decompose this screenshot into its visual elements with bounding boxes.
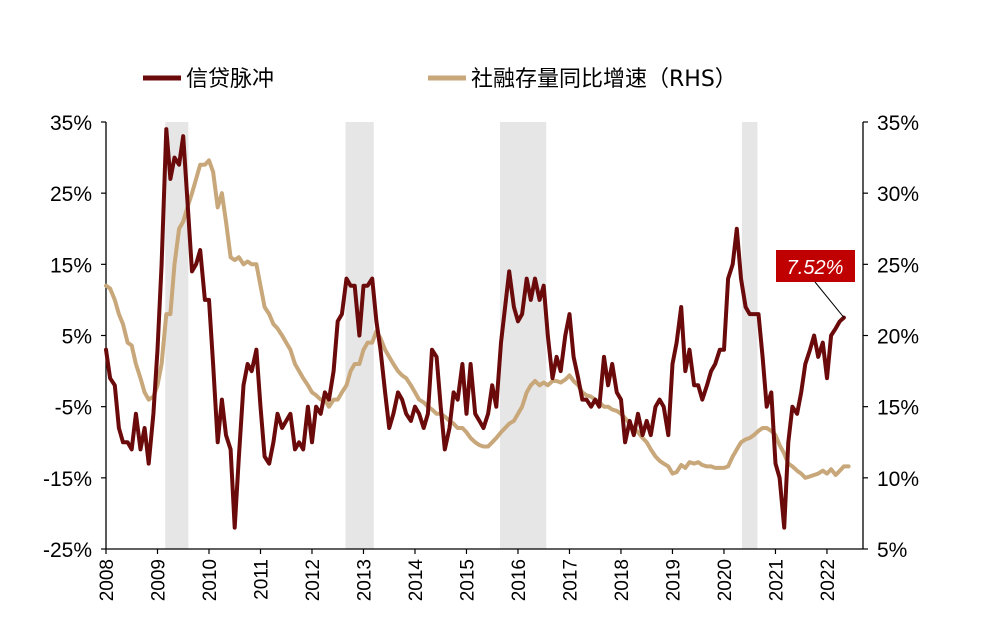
callout-leader-line xyxy=(814,281,845,318)
x-tick-label: 2019 xyxy=(663,559,684,601)
series-line-tsf-growth xyxy=(104,158,851,480)
shaded-period-4 xyxy=(741,122,758,549)
left-tick-label: 15% xyxy=(50,254,92,277)
x-tick-label: 2012 xyxy=(303,559,324,601)
series-lines xyxy=(104,127,851,530)
left-axis-ticks: 35% 25% 15% 5% -5% -15% -25% xyxy=(43,112,106,562)
left-tick-label: 35% xyxy=(50,112,92,135)
callout-box xyxy=(776,250,855,282)
legend-label-credit-impulse: 信贷脉冲 xyxy=(186,67,274,92)
x-tick-label: 2018 xyxy=(612,559,633,601)
shaded-periods xyxy=(165,122,758,549)
right-tick-label: 30% xyxy=(877,183,919,206)
left-tick-label: -15% xyxy=(43,468,92,491)
x-tick-label: 2015 xyxy=(457,559,478,601)
x-tick-label: 2020 xyxy=(715,559,736,601)
right-tick-label: 35% xyxy=(877,112,919,135)
shaded-period-1 xyxy=(165,122,189,549)
x-axis-ticks: 2008 2009 2010 2011 2012 2013 2014 2015 2016 2017… xyxy=(97,549,839,601)
right-tick-label: 10% xyxy=(877,468,919,491)
legend: 信贷脉冲 社融存量同比增速（RHS） xyxy=(143,67,737,92)
left-tick-label: 5% xyxy=(62,326,92,349)
x-tick-label: 2010 xyxy=(200,559,221,601)
left-tick-label: -5% xyxy=(55,397,92,420)
x-tick-label: 2009 xyxy=(148,559,169,601)
value-callout: 7.52% xyxy=(776,250,855,318)
right-tick-label: 25% xyxy=(877,254,919,277)
legend-label-tsf-growth: 社融存量同比增速（RHS） xyxy=(471,67,737,92)
shaded-period-3 xyxy=(499,122,547,549)
right-tick-label: 5% xyxy=(877,539,907,562)
x-tick-label: 2017 xyxy=(560,559,581,601)
series-line-credit-impulse xyxy=(104,127,846,530)
x-tick-label: 2008 xyxy=(97,559,118,601)
x-tick-label: 2013 xyxy=(354,559,375,601)
right-axis-ticks: 35% 30% 25% 20% 15% 10% 5% xyxy=(863,112,919,562)
left-tick-label: -25% xyxy=(43,539,92,562)
x-tick-label: 2014 xyxy=(406,559,427,602)
right-tick-label: 20% xyxy=(877,326,919,349)
x-tick-label: 2021 xyxy=(766,559,787,601)
x-tick-label: 2016 xyxy=(509,559,530,601)
right-tick-label: 15% xyxy=(877,397,919,420)
left-tick-label: 25% xyxy=(50,183,92,206)
x-tick-label: 2011 xyxy=(251,559,272,600)
callout-value: 7.52% xyxy=(787,257,844,279)
x-tick-label: 2022 xyxy=(818,559,839,601)
